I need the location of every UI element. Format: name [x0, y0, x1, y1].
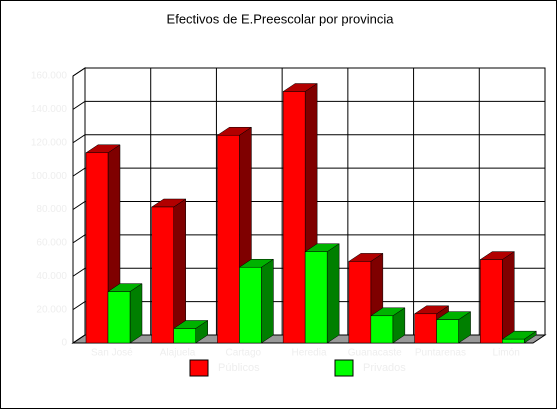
y-tick-label: 60.000 [36, 238, 67, 249]
bar [282, 91, 306, 344]
y-tick-label: 0 [61, 338, 67, 349]
bar-side [261, 258, 274, 344]
legend-swatch [189, 359, 209, 377]
legend-label: Privados [363, 362, 406, 374]
bar-side [502, 251, 515, 344]
grid-line [72, 134, 545, 144]
bar [436, 319, 459, 344]
grid-line [72, 267, 545, 277]
x-tick-label: Limón [493, 348, 520, 359]
grid-line [72, 201, 545, 210]
bar [414, 313, 437, 344]
y-tick-label: 160.000 [31, 71, 68, 82]
y-tick-label: 20.000 [36, 304, 67, 315]
bar [239, 266, 262, 344]
bar [217, 134, 240, 344]
chart-title: Efectivos de E.Preescolar por provincia [167, 11, 395, 26]
y-tick-label: 140.000 [31, 104, 68, 115]
bar-side [129, 283, 143, 344]
grid-line [72, 167, 545, 177]
grid-line [72, 100, 545, 110]
x-tick-label: Puntarenas [415, 348, 466, 359]
grid-line [72, 67, 545, 77]
bar [304, 251, 328, 344]
legend-swatch [334, 359, 354, 377]
x-tick-label: San José [91, 348, 133, 359]
grid-line [72, 301, 545, 311]
bar [480, 259, 503, 344]
bar [348, 261, 372, 344]
x-tick-label: Heredia [291, 348, 326, 359]
legend-label: Públicos [218, 362, 260, 374]
bar [502, 338, 525, 344]
bar-side [326, 243, 340, 344]
y-tick-label: 80.000 [36, 204, 67, 215]
bar [173, 328, 196, 344]
x-tick-label: Cartago [225, 348, 261, 359]
bar [85, 152, 109, 344]
bar [370, 315, 394, 344]
grid-line [72, 234, 545, 244]
x-tick-label: Guanacaste [348, 348, 402, 359]
x-tick-label: Alajuela [160, 348, 196, 359]
y-tick-label: 40.000 [36, 271, 67, 282]
bar [151, 206, 174, 344]
y-tick-label: 100.000 [31, 171, 68, 182]
bar [107, 291, 131, 344]
y-tick-label: 120.000 [31, 137, 68, 148]
